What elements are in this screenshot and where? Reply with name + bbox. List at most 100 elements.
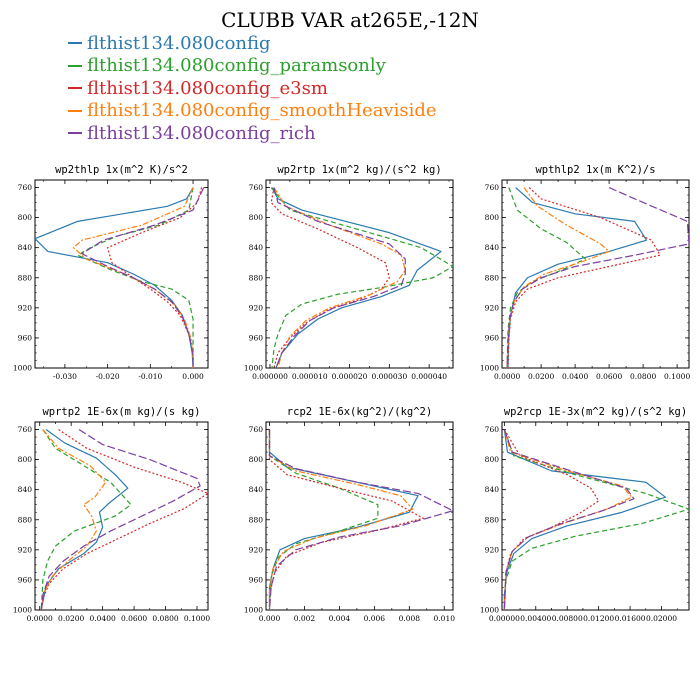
y-tick-label: 800 xyxy=(18,455,33,464)
subplot-title: wp2thlp 1x(m^2 K)/s^2 xyxy=(55,164,188,176)
series-line-4 xyxy=(273,187,406,368)
series-line-2 xyxy=(268,429,379,610)
x-tick-label: 0.0400 xyxy=(90,614,116,623)
series-line-5 xyxy=(506,186,689,368)
subplot-3: wpthlp2 1x(m K^2)/s 760 800 840 880 920 960 100… xyxy=(480,164,691,381)
y-tick-label: 800 xyxy=(18,213,33,222)
page-title: CLUBB VAR at265E,-12N xyxy=(221,8,479,32)
y-tick-label: 880 xyxy=(485,273,500,282)
y-tick-label: 800 xyxy=(485,455,500,464)
series-line-3 xyxy=(268,429,424,610)
series-line-3 xyxy=(107,187,203,368)
y-tick-label: 840 xyxy=(485,243,500,252)
y-tick-label: 800 xyxy=(249,213,264,222)
x-tick-label: 0.01200 xyxy=(583,614,614,623)
y-tick-label: 960 xyxy=(249,333,264,342)
y-tick-label: 960 xyxy=(485,575,500,584)
y-tick-label: 960 xyxy=(249,575,264,584)
x-tick-label: 0.000 xyxy=(259,614,281,623)
series-line-2 xyxy=(77,187,194,368)
y-tick-label: 920 xyxy=(18,545,33,554)
series-line-5 xyxy=(268,429,453,610)
x-tick-label: 0.02000 xyxy=(646,614,677,623)
legend-item: flthist134.080config_smoothHeaviside xyxy=(68,100,437,123)
x-tick-label: 0.006 xyxy=(364,614,386,623)
y-tick-label: 880 xyxy=(18,515,33,524)
plot-frame xyxy=(265,179,454,369)
y-tick-label: 1000 xyxy=(480,364,499,373)
x-tick-label: 0.0600 xyxy=(121,614,147,623)
x-tick-label: 0.0400 xyxy=(562,372,588,381)
y-tick-label: 760 xyxy=(249,425,264,434)
x-tick-label: -0.020 xyxy=(96,372,120,381)
subplot-4: wprtp2 1E-6x(m kg)/(s kg) 760 800 840 880 920… xyxy=(13,406,210,623)
x-tick-label: 0.000020 xyxy=(332,372,368,381)
series-line-2 xyxy=(270,187,453,368)
series-line-2 xyxy=(40,429,132,610)
legend-label: flthist134.080config_e3sm xyxy=(87,77,328,99)
subplot-title: rcp2 1E-6x(kg^2)/(kg^2) xyxy=(287,406,432,418)
x-tick-label: -0.010 xyxy=(138,372,162,381)
legend: flthist134.080config flthist134.080confi… xyxy=(68,32,437,145)
series-line-2 xyxy=(506,187,586,368)
series-line-3 xyxy=(40,429,208,610)
y-tick-label: 760 xyxy=(249,183,264,192)
x-tick-label: 0.00800 xyxy=(552,614,583,623)
y-tick-label: 960 xyxy=(18,333,33,342)
x-tick-label: 0.000000 xyxy=(252,372,288,381)
plot-frame xyxy=(501,179,690,369)
subplot-6: wp2rcp 1E-3x(m^2 kg)/(s^2 kg) 760 800 840 88… xyxy=(480,406,690,623)
subplot-title: wp2rcp 1E-3x(m^2 kg)/(s^2 kg) xyxy=(504,406,687,418)
y-tick-label: 840 xyxy=(485,485,500,494)
y-tick-label: 760 xyxy=(485,425,500,434)
y-tick-label: 840 xyxy=(249,243,264,252)
x-tick-label: 0.008 xyxy=(399,614,421,623)
x-tick-label: -0.030 xyxy=(53,372,77,381)
y-tick-label: 760 xyxy=(18,183,33,192)
legend-item: flthist134.080config xyxy=(68,32,437,55)
y-tick-label: 1000 xyxy=(244,364,263,373)
y-tick-label: 960 xyxy=(485,333,500,342)
plot-frame xyxy=(34,421,209,611)
y-tick-label: 760 xyxy=(18,425,33,434)
legend-label: flthist134.080config_paramsonly xyxy=(87,55,386,77)
y-tick-label: 800 xyxy=(249,455,264,464)
x-tick-label: 0.0800 xyxy=(630,372,656,381)
y-tick-label: 840 xyxy=(18,243,33,252)
x-tick-label: 0.000 xyxy=(182,372,204,381)
plot-frame xyxy=(34,179,209,369)
y-tick-label: 920 xyxy=(485,303,500,312)
x-tick-label: 0.004 xyxy=(329,614,351,623)
legend-label: flthist134.080config_rich xyxy=(87,122,316,144)
y-tick-label: 1000 xyxy=(13,606,32,615)
x-tick-label: 0.0800 xyxy=(152,614,178,623)
y-tick-label: 920 xyxy=(249,545,264,554)
plot-frame xyxy=(265,421,454,611)
y-tick-label: 880 xyxy=(249,515,264,524)
series-line-5 xyxy=(40,429,201,610)
legend-item: flthist134.080config_rich xyxy=(68,122,437,145)
plot-frame xyxy=(501,421,690,611)
x-tick-label: 0.000010 xyxy=(292,372,328,381)
y-tick-label: 760 xyxy=(485,183,500,192)
y-tick-label: 920 xyxy=(485,545,500,554)
series-line-1 xyxy=(271,187,442,368)
x-tick-label: 0.000040 xyxy=(411,372,447,381)
series-line-3 xyxy=(507,187,661,368)
series-line-1 xyxy=(503,429,667,610)
subplot-5: rcp2 1E-6x(kg^2)/(kg^2) 760 800 840 880 920 96… xyxy=(244,406,455,623)
legend-item: flthist134.080config_paramsonly xyxy=(68,55,437,78)
legend-label: flthist134.080config xyxy=(87,32,271,54)
x-tick-label: 0.0600 xyxy=(596,372,622,381)
subplot-title: wp2rtp 1x(m^2 kg)/(s^2 kg) xyxy=(277,164,441,176)
y-tick-label: 800 xyxy=(485,213,500,222)
series-line-1 xyxy=(507,187,648,368)
x-tick-label: 0.0200 xyxy=(528,372,554,381)
legend-label: flthist134.080config_smoothHeaviside xyxy=(87,100,437,122)
y-tick-label: 1000 xyxy=(244,606,263,615)
series-line-5 xyxy=(503,429,635,610)
y-tick-label: 1000 xyxy=(13,364,32,373)
series-line-4 xyxy=(40,429,107,610)
legend-line-swatch xyxy=(68,109,82,112)
legend-line-swatch xyxy=(68,42,82,45)
